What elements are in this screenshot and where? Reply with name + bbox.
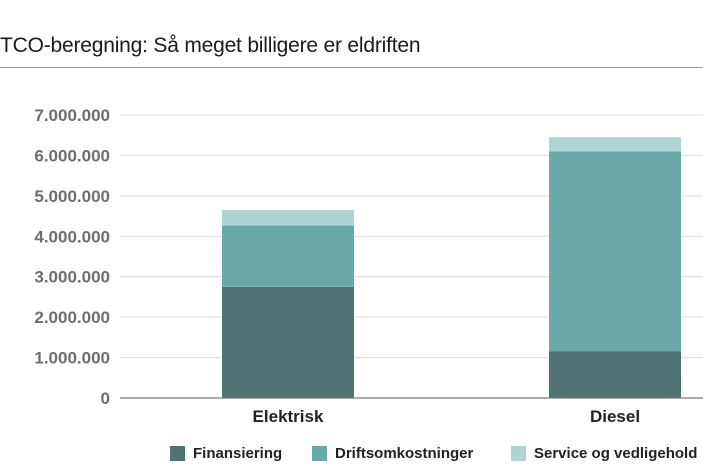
x-tick-label: Diesel xyxy=(590,407,640,426)
y-tick-label: 1.000.000 xyxy=(34,349,110,368)
y-tick-label: 2.000.000 xyxy=(34,308,110,327)
legend-swatch-driftsomkostninger xyxy=(312,446,327,461)
y-tick-label: 6.000.000 xyxy=(34,146,110,165)
title-divider xyxy=(0,67,703,68)
chart-legend: Finansiering Driftsomkostninger Service … xyxy=(0,445,703,469)
bar-diesel-finansiering xyxy=(549,351,681,398)
y-tick-label: 4.000.000 xyxy=(34,227,110,246)
y-tick-label: 5.000.000 xyxy=(34,187,110,206)
legend-swatch-finansiering xyxy=(170,446,185,461)
bar-elektrisk-driftsomkostninger xyxy=(222,225,354,287)
x-tick-label: Elektrisk xyxy=(253,407,324,426)
legend-item-driftsomkostninger: Driftsomkostninger xyxy=(312,445,473,462)
chart-title: TCO-beregning: Så meget billigere er eld… xyxy=(0,34,421,57)
bar-diesel-service xyxy=(549,137,681,152)
bar-diesel-driftsomkostninger xyxy=(549,151,681,352)
y-tick-label: 3.000.000 xyxy=(34,268,110,287)
legend-item-finansiering: Finansiering xyxy=(170,445,282,462)
y-tick-label: 0 xyxy=(101,389,110,408)
legend-label-driftsomkostninger: Driftsomkostninger xyxy=(335,445,474,462)
bar-elektrisk-service xyxy=(222,210,354,226)
y-tick-label: 7.000.000 xyxy=(34,106,110,125)
legend-label-service: Service og vedligehold xyxy=(534,445,698,462)
stacked-bar-chart: 0 1.000.000 2.000.000 3.000.000 4.000.000 5.0… xyxy=(34,106,703,426)
legend-label-finansiering: Finansiering xyxy=(193,445,283,462)
legend-item-service: Service og vedligehold xyxy=(511,445,697,462)
legend-swatch-service xyxy=(511,446,526,461)
bar-elektrisk-finansiering xyxy=(222,286,354,398)
